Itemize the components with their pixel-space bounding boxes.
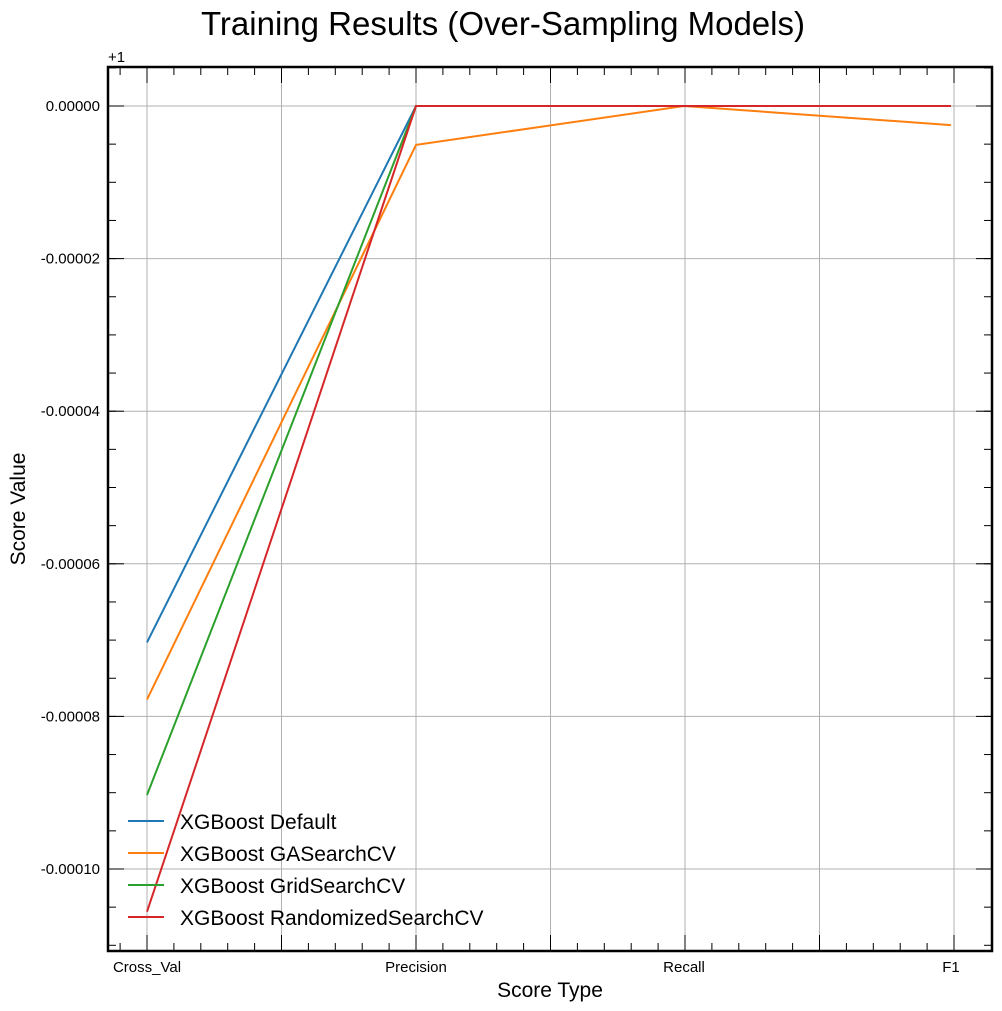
series-line <box>146 105 951 643</box>
y-tick-label: -0.00010 <box>41 861 100 878</box>
series-line <box>146 104 952 701</box>
x-tick-label: Cross_Val <box>113 959 181 976</box>
y-tick-label: -0.00008 <box>41 708 100 725</box>
y-tick-label: -0.00004 <box>41 403 100 420</box>
legend: XGBoost Default XGBoost GASearchCV XGBoost… <box>128 811 484 930</box>
y-tick-label: 0.00000 <box>46 98 100 115</box>
y-tick-labels: 0.00000 -0.00002 -0.00004 -0.00006 -0.00008 -… <box>41 98 100 878</box>
y-offset-label: +1 <box>108 49 125 66</box>
x-axis-label: Score Type <box>497 979 603 1002</box>
gridlines <box>108 67 992 951</box>
x-tick-label: F1 <box>942 959 960 976</box>
legend-label: XGBoost Default <box>180 811 337 834</box>
series-line <box>146 105 951 913</box>
legend-label: XGBoost GridSearchCV <box>180 875 405 898</box>
legend-label: XGBoost RandomizedSearchCV <box>180 907 484 930</box>
x-tick-label: Recall <box>663 959 705 976</box>
axis-ticks <box>108 67 992 951</box>
legend-label: XGBoost GASearchCV <box>180 843 396 866</box>
plot-frame <box>106 65 994 953</box>
y-tick-label: -0.00002 <box>41 251 100 268</box>
x-tick-label: Precision <box>385 959 447 976</box>
y-tick-label: -0.00006 <box>41 556 100 573</box>
y-axis-label: Score Value <box>7 453 30 566</box>
chart-title: Training Results (Over-Sampling Models) <box>201 5 805 42</box>
x-tick-labels: Cross_Val Precision Recall F1 <box>113 959 960 976</box>
series-lines <box>146 104 952 913</box>
